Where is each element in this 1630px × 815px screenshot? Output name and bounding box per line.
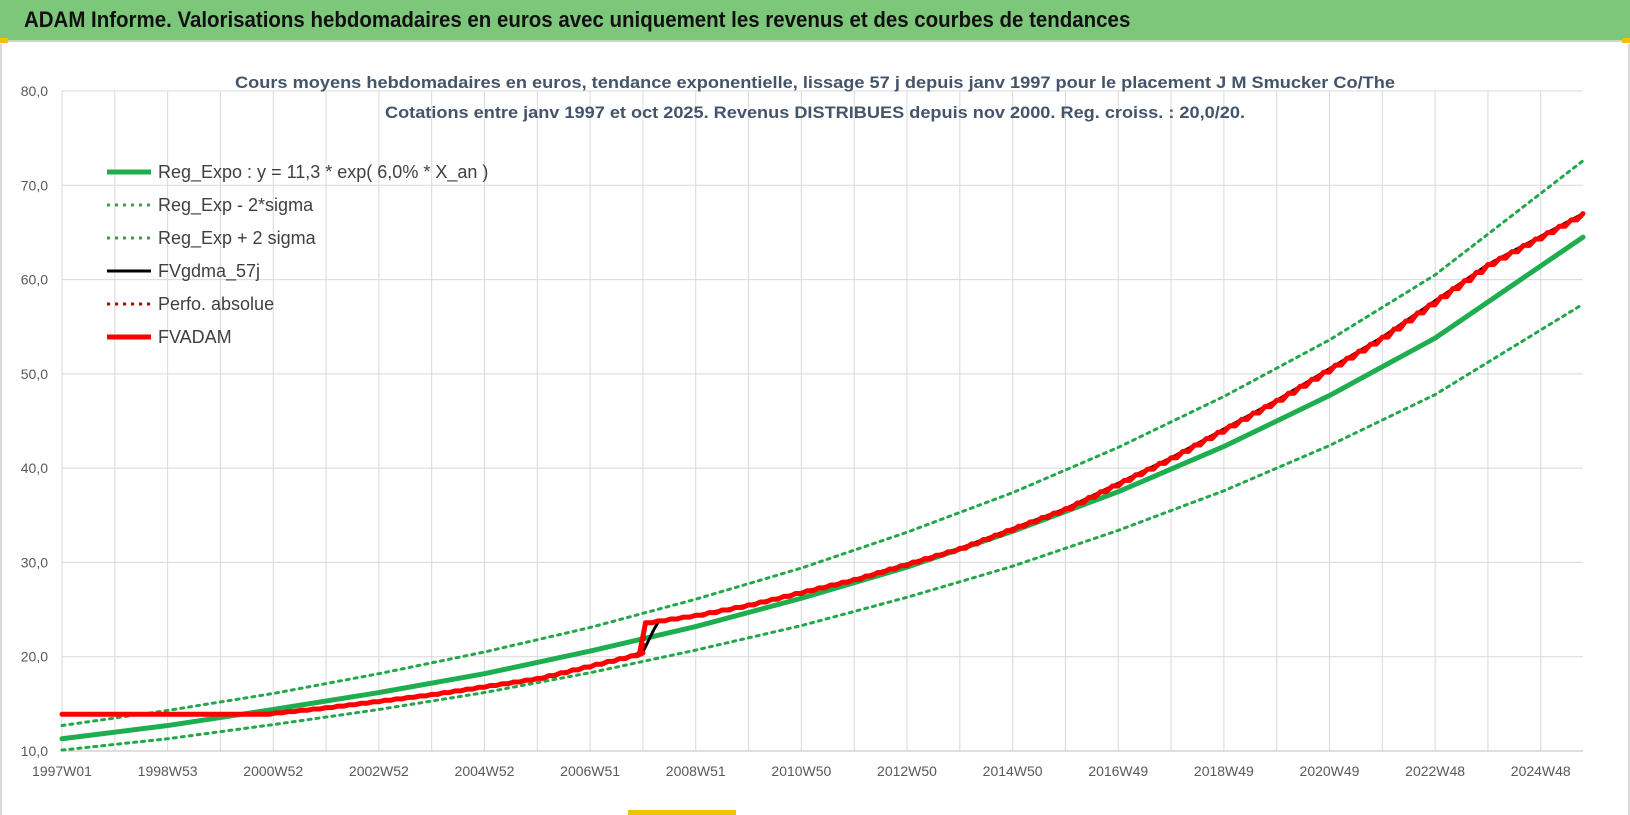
x-tick-label: 1997W01 xyxy=(32,763,92,779)
series-line-5 xyxy=(59,211,1586,717)
x-tick-label: 2006W51 xyxy=(560,763,620,779)
corner-marker-right xyxy=(1622,38,1630,43)
y-tick-label: 10,0 xyxy=(21,743,48,759)
y-tick-label: 60,0 xyxy=(21,272,48,288)
x-tick-label: 2018W49 xyxy=(1194,763,1254,779)
chart-title-line-1: Cours moyens hebdomadaires en euros, ten… xyxy=(235,73,1395,92)
y-tick-label: 80,0 xyxy=(21,83,48,99)
legend-label: Reg_Exp + 2 sigma xyxy=(158,228,317,249)
x-tick-label: 2008W51 xyxy=(666,763,726,779)
x-tick-label: 2000W52 xyxy=(243,763,303,779)
x-tick-label: 2002W52 xyxy=(349,763,409,779)
x-tick-label: 2022W48 xyxy=(1405,763,1465,779)
series-lines xyxy=(59,159,1586,752)
series-line-0 xyxy=(59,234,1586,742)
chart-title-line-2: Cotations entre janv 1997 et oct 2025. R… xyxy=(385,103,1245,122)
y-tick-label: 70,0 xyxy=(21,177,48,193)
corner-marker-left xyxy=(0,38,8,43)
y-tick-label: 30,0 xyxy=(21,554,48,570)
x-tick-label: 2004W52 xyxy=(455,763,515,779)
header-bar: ADAM Informe. Valorisations hebdomadaire… xyxy=(0,0,1630,42)
legend-label: Reg_Expo : y = 11,3 * exp( 6,0% * X_an ) xyxy=(158,162,488,183)
y-tick-label: 20,0 xyxy=(21,649,48,665)
chart-title: Cours moyens hebdomadaires en euros, ten… xyxy=(235,73,1395,122)
series-line-4 xyxy=(60,212,1585,716)
axes: 10,0 20,0 30,0 40,0 50,0 60,0 70,0 80,0 1997W01 1… xyxy=(21,83,1583,779)
gridlines xyxy=(61,90,1583,752)
series-line-3 xyxy=(60,212,1585,716)
chart-frame xyxy=(0,44,1630,815)
x-tick-label: 2016W49 xyxy=(1088,763,1148,779)
x-tick-label: 2014W50 xyxy=(983,763,1043,779)
bottom-marker xyxy=(628,810,736,815)
legend-label: FVgdma_57j xyxy=(158,261,260,282)
y-tick-label: 50,0 xyxy=(21,366,48,382)
x-tick-label: 2010W50 xyxy=(771,763,831,779)
series-line-1 xyxy=(60,302,1585,752)
legend-label: FVADAM xyxy=(158,327,232,347)
y-tick-label: 40,0 xyxy=(21,460,48,476)
series-line-2 xyxy=(60,159,1585,728)
x-tick-label: 2020W49 xyxy=(1300,763,1360,779)
legend: Reg_Expo : y = 11,3 * exp( 6,0% * X_an )… xyxy=(107,162,488,347)
x-tick-label: 1998W53 xyxy=(138,763,198,779)
legend-label: Perfo. absolue xyxy=(158,294,274,314)
x-tick-label: 2012W50 xyxy=(877,763,937,779)
x-tick-label: 2024W48 xyxy=(1511,763,1571,779)
header-title: ADAM Informe. Valorisations hebdomadaire… xyxy=(24,7,1131,32)
legend-label: Reg_Exp - 2*sigma xyxy=(158,195,314,216)
